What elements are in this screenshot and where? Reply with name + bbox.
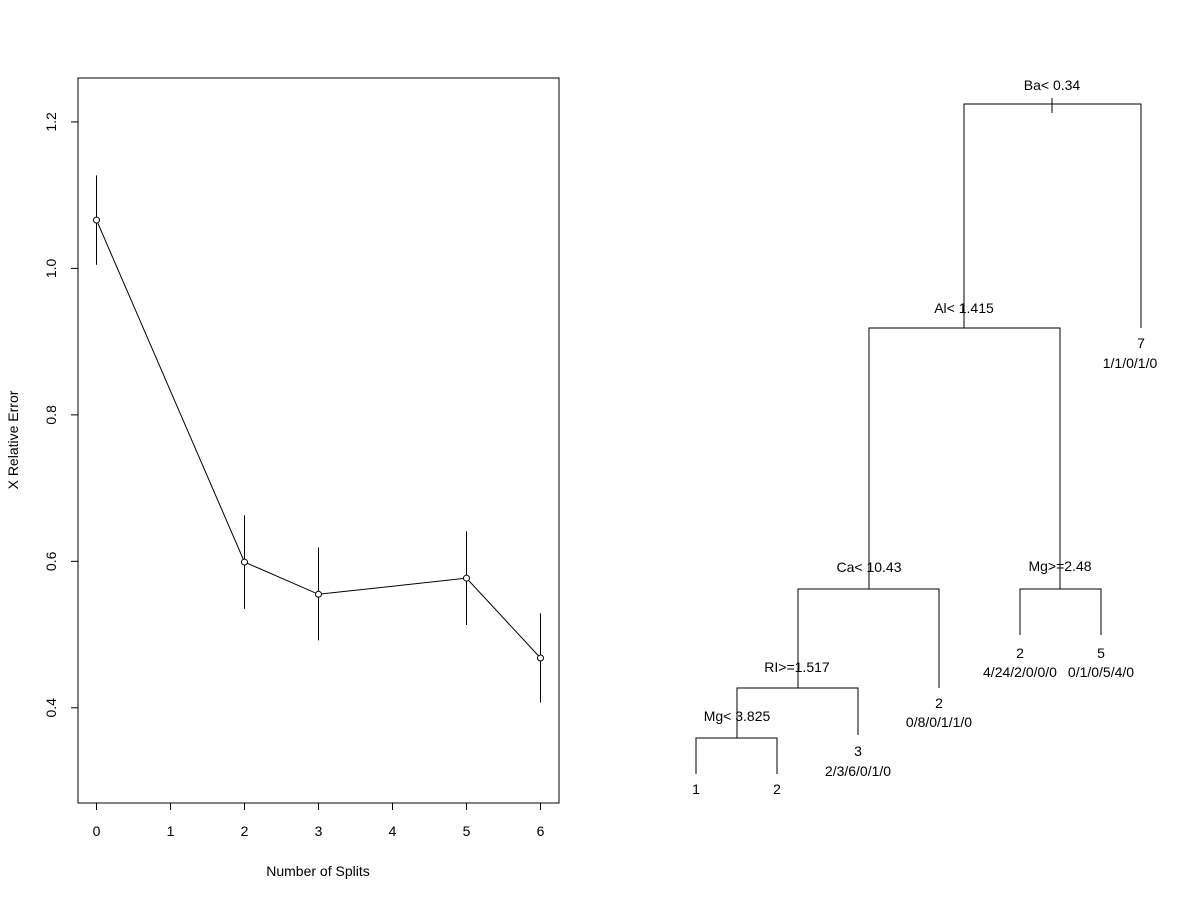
node-split-label: Al< 1.415 (934, 300, 994, 316)
leaf-class-label: 7 (1137, 335, 1145, 351)
x-tick-label: 5 (463, 823, 471, 839)
x-axis: 0 1 2 3 4 5 6 (93, 803, 545, 839)
x-tick-label: 0 (93, 823, 101, 839)
data-point (315, 590, 322, 598)
node-split-label: Ba< 0.34 (1024, 77, 1081, 93)
cp-plot: 0.4 0.6 0.8 1.0 1.2 0 1 2 3 4 5 6 Number of Splits… (5, 77, 560, 879)
series-line (93, 216, 544, 662)
branch-mg3825 (695, 737, 778, 774)
y-tick-label: 1.0 (43, 258, 59, 278)
branch-ri (736, 687, 859, 738)
data-point (93, 216, 100, 224)
data-point (537, 654, 544, 662)
y-axis-label: X Relative Error (5, 390, 21, 489)
node-split-label: Mg>=2.48 (1028, 558, 1091, 574)
y-axis: 0.4 0.6 0.8 1.0 1.2 (43, 112, 78, 718)
data-point (241, 558, 248, 566)
leaf-counts-label: 1/1/0/1/0 (1103, 355, 1158, 371)
leaf-counts-label: 0/1/0/5/4/0 (1068, 664, 1134, 680)
branch-mg248 (1019, 588, 1102, 635)
branch-ca (797, 588, 940, 688)
tree-diagram (695, 98, 1142, 774)
leaf-class-label: 1 (692, 781, 700, 797)
node-split-label: Mg< 3.825 (704, 708, 771, 724)
plot-frame (77, 77, 560, 804)
leaf-counts-label: 4/24/2/0/0/0 (983, 664, 1057, 680)
data-point (463, 574, 470, 582)
y-tick-label: 1.2 (43, 112, 59, 132)
node-split-label: RI>=1.517 (764, 659, 830, 675)
x-tick-label: 4 (389, 823, 397, 839)
x-axis-label: Number of Splits (266, 863, 369, 879)
branch-root (963, 103, 1142, 328)
y-tick-label: 0.8 (43, 405, 59, 425)
leaf-class-label: 2 (1016, 645, 1024, 661)
error-bars (96, 175, 541, 703)
leaf-class-label: 2 (935, 695, 943, 711)
x-tick-label: 3 (315, 823, 323, 839)
leaf-class-label: 3 (854, 743, 862, 759)
y-tick-label: 0.4 (43, 698, 59, 718)
x-tick-label: 6 (537, 823, 545, 839)
node-split-label: Ca< 10.43 (837, 559, 902, 575)
branch-al (868, 327, 1061, 589)
leaf-counts-label: 2/3/6/0/1/0 (825, 763, 891, 779)
leaf-class-label: 5 (1097, 645, 1105, 661)
leaf-counts-label: 0/8/0/1/1/0 (906, 714, 972, 730)
x-tick-label: 1 (167, 823, 175, 839)
leaf-class-label: 2 (773, 781, 781, 797)
tree-labels: Ba< 0.34 Al< 1.415 7 1/1/0/1/0 Ca< 10.43… (692, 77, 1157, 797)
y-tick-label: 0.6 (43, 551, 59, 571)
x-tick-label: 2 (241, 823, 249, 839)
